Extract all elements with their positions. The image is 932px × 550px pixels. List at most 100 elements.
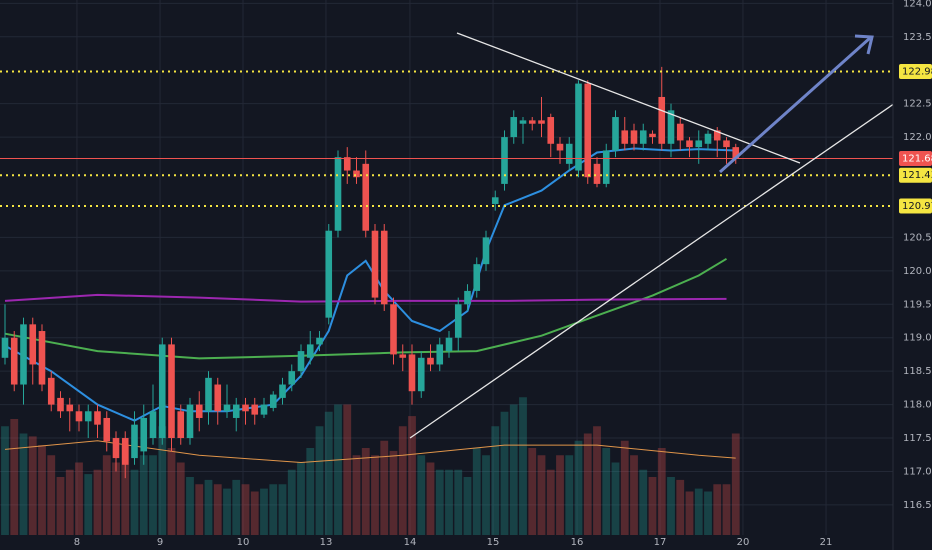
volume-bar [260,488,268,535]
volume-bar [352,455,361,535]
candle-body [547,117,555,144]
x-tick-label: 8 [74,537,80,548]
candle-body [649,133,656,138]
candle-body [676,123,684,141]
y-tick-label: 124.00 [903,0,932,9]
candle-body [565,143,573,164]
candle-body [593,163,601,184]
candle-body [501,137,508,184]
volume-bar [10,419,19,535]
candle-body [47,377,55,405]
candle-body [306,344,314,358]
candle-body [343,157,351,171]
volume-pane [1,397,740,535]
volume-bar [112,462,120,535]
candle-body [168,344,175,439]
volume-bar [713,484,722,535]
volume-bar [56,477,65,535]
volume-bar [361,448,370,535]
candle-body [686,140,693,148]
candle-body [658,96,666,144]
y-tick-label: 120.50 [903,232,932,243]
candle-body [612,117,619,151]
candle-body [84,411,92,422]
volume-bar [223,488,231,535]
x-tick-label: 10 [237,537,250,548]
arrow-line [719,36,871,174]
volume-bar [519,397,527,535]
candle-body [390,304,397,355]
x-tick-label: 9 [157,537,163,548]
volume-bar [297,462,305,535]
level-label: 122.98 [902,67,932,78]
candle-body [704,133,712,144]
volume-bar [186,477,194,535]
volume-bar [593,426,601,535]
volume-bar [528,448,537,535]
volume-bar [324,411,333,535]
candle-body [575,83,582,171]
volume-bar [722,484,731,535]
drawings [409,32,899,439]
volume-bar [204,479,213,535]
volume-bar [371,455,379,535]
volume-bar [472,448,481,535]
volume-bar [676,479,685,535]
volume-bar [389,450,398,535]
level-label-box [899,64,932,80]
trend-line [456,32,801,164]
candle-body [288,371,296,385]
volume-bar [232,479,241,535]
volume-bar [343,404,352,535]
candle-body [223,404,231,412]
y-tick-label: 116.50 [903,500,932,511]
volume-bar [648,477,657,535]
volume-bar [565,455,574,535]
candle-body [464,290,471,305]
volume-bar [685,491,694,535]
candle-body [66,404,74,412]
candle-body [417,357,425,392]
candle-body [316,337,323,345]
axis-background [893,0,932,550]
volume-bar [630,455,638,535]
y-tick-label: 117.50 [903,433,932,444]
volume-bar [574,440,583,535]
volume-bar [65,469,74,535]
trend-line [409,100,899,439]
price-axis: 124.00 123.50 122.50 122.00 120.50 120.00 119.… [892,0,932,550]
x-tick-label: 20 [737,537,750,548]
candle-body [713,130,721,141]
volume-bar [130,469,139,535]
candle-body [297,351,305,372]
candles [1,66,740,479]
volume-bar [269,484,278,535]
volume-bar [139,455,148,535]
volume-bar [167,448,176,535]
y-tick-label: 118.50 [903,366,932,377]
candle-body [445,337,453,352]
levels [0,70,893,207]
candle-body [556,143,564,151]
candle-body [260,404,268,415]
volume-bar [556,455,564,535]
volume-bar [176,462,185,535]
level-label-box [899,150,932,166]
candle-body [131,424,138,459]
candle-body [29,324,37,365]
candle-body [10,337,18,385]
volume-bar [657,448,666,535]
candle-body [491,197,499,204]
x-tick-label: 13 [320,537,333,548]
volume-bar [47,455,56,535]
candle-body [334,157,342,231]
volume-bar [667,477,675,535]
candle-body [195,404,203,418]
volume-bar [445,469,453,535]
volume-bar [500,411,509,535]
volume-bar [398,426,407,535]
candle-body [325,230,333,318]
volume-bar [84,474,93,535]
volume-bar [213,484,222,535]
